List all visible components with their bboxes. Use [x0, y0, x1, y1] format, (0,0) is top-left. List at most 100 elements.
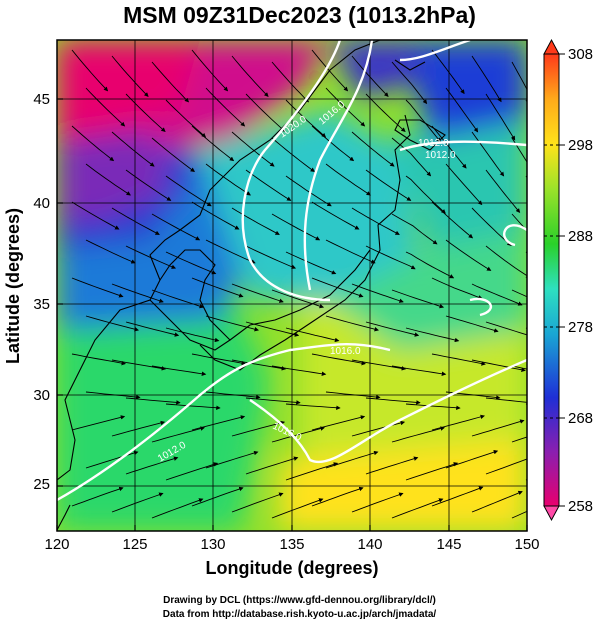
wind-streamline [311, 125, 355, 162]
wind-streamline [405, 175, 446, 214]
wind-streamline [205, 239, 256, 264]
colorbar-label: 288 [568, 228, 593, 245]
wind-streamline [471, 55, 502, 103]
wind-streamline [71, 277, 124, 298]
wind-streamline [245, 169, 292, 201]
wind-streamline [205, 315, 259, 332]
wind-streamline [285, 327, 340, 343]
wind-streamline [85, 163, 131, 196]
wind-streamline [111, 420, 166, 437]
wind-streamline [271, 498, 324, 519]
wind-streamline [365, 321, 420, 337]
y-tick-label: 30 [33, 387, 50, 404]
wind-streamline [165, 99, 207, 138]
wind-streamline [445, 450, 499, 469]
wind-streamline [391, 365, 447, 376]
colorbar: 308 298 288 278 268 258 [543, 38, 593, 522]
wind-streamline [231, 420, 286, 437]
data-source-credit: Data from http://database.rish.kyoto-u.a… [162, 609, 437, 620]
wind-streamline [271, 289, 325, 309]
wind-streamline [111, 131, 155, 167]
wind-streamline [71, 415, 126, 431]
wind-streamline [471, 131, 505, 177]
wind-streamline [391, 426, 445, 443]
wind-streamline [511, 436, 527, 443]
wind-streamline [191, 125, 235, 162]
wind-streamline [191, 277, 244, 298]
wind-streamline [285, 99, 327, 138]
wind-streamline [325, 239, 376, 264]
wind-streamline [125, 456, 179, 475]
wind-streamline [351, 55, 389, 97]
wind-streamline [245, 456, 299, 475]
wind-streamline [511, 289, 527, 298]
wind-streamline [231, 359, 287, 371]
wind-streamline [485, 169, 521, 213]
wind-streamline [191, 415, 246, 431]
wind-streamline [431, 486, 484, 507]
wind-streamline [271, 426, 325, 443]
wind-streamline [85, 239, 136, 264]
isobar-contours [57, 40, 527, 502]
x-tick-label: 130 [200, 536, 225, 553]
wind-streamline [151, 213, 201, 241]
x-tick-label: 150 [514, 536, 539, 553]
wind-streamline [231, 207, 280, 235]
wind-streamline [391, 498, 444, 519]
wind-streamline [165, 251, 217, 275]
wind-streamline [125, 169, 172, 201]
isobar-1020 [241, 40, 342, 302]
wind-streamline [365, 169, 412, 201]
wind-streamline [365, 456, 419, 475]
wind-streamline [511, 365, 527, 370]
isobar-1012-north [399, 40, 471, 62]
wind-streamline [351, 420, 406, 437]
wind-streamline [325, 391, 381, 400]
wind-streamline [85, 391, 141, 400]
wind-streamline [285, 251, 337, 275]
y-tick-label: 35 [33, 296, 50, 313]
wind-streamline [85, 450, 139, 469]
wind-streamline [405, 403, 461, 411]
wind-streamline [311, 277, 364, 298]
wind-streamline [205, 450, 259, 469]
wind-streamline [271, 213, 321, 241]
wind-streamline [431, 414, 485, 431]
wind-streamline [111, 55, 149, 97]
wind-streamline [351, 283, 404, 303]
wind-streamline [485, 458, 527, 475]
wind-streamline [165, 462, 219, 481]
x-tick-label: 145 [436, 536, 461, 553]
wind-streamline [445, 87, 479, 133]
colorbar-label: 268 [568, 410, 593, 427]
wind-streamline [311, 353, 366, 366]
wind-streamline [325, 315, 379, 332]
colorbar-label: 308 [568, 46, 593, 63]
wind-streamline [471, 419, 525, 437]
wind-streamline [191, 49, 229, 92]
wind-streamline [485, 245, 527, 279]
wind-streamline [231, 492, 284, 513]
wind-streamline [311, 415, 366, 431]
colorbar-label: 258 [568, 498, 593, 515]
wind-streamline [231, 283, 284, 303]
wind-streamline [285, 403, 341, 411]
wind-streamline [431, 277, 483, 300]
wind-streamline [431, 125, 467, 169]
wind-streamline [391, 137, 432, 177]
wind-streamline [391, 289, 445, 309]
wind-streamline [85, 315, 139, 332]
wind-streamline [151, 426, 205, 443]
isobar-1012-southeast [503, 224, 527, 247]
wind-streamline [325, 450, 379, 469]
wind-streamline [71, 201, 120, 230]
axis-ticks [56, 98, 528, 531]
wind-streamline [151, 365, 207, 376]
wind-streamline [271, 61, 310, 103]
wind-streamline [111, 359, 167, 371]
wind-streamline [85, 87, 126, 127]
y-axis-title: Latitude (degrees) [3, 208, 23, 364]
wind-streamline [511, 510, 527, 519]
wind-streamline [325, 163, 371, 196]
wind-streamline [151, 498, 204, 519]
